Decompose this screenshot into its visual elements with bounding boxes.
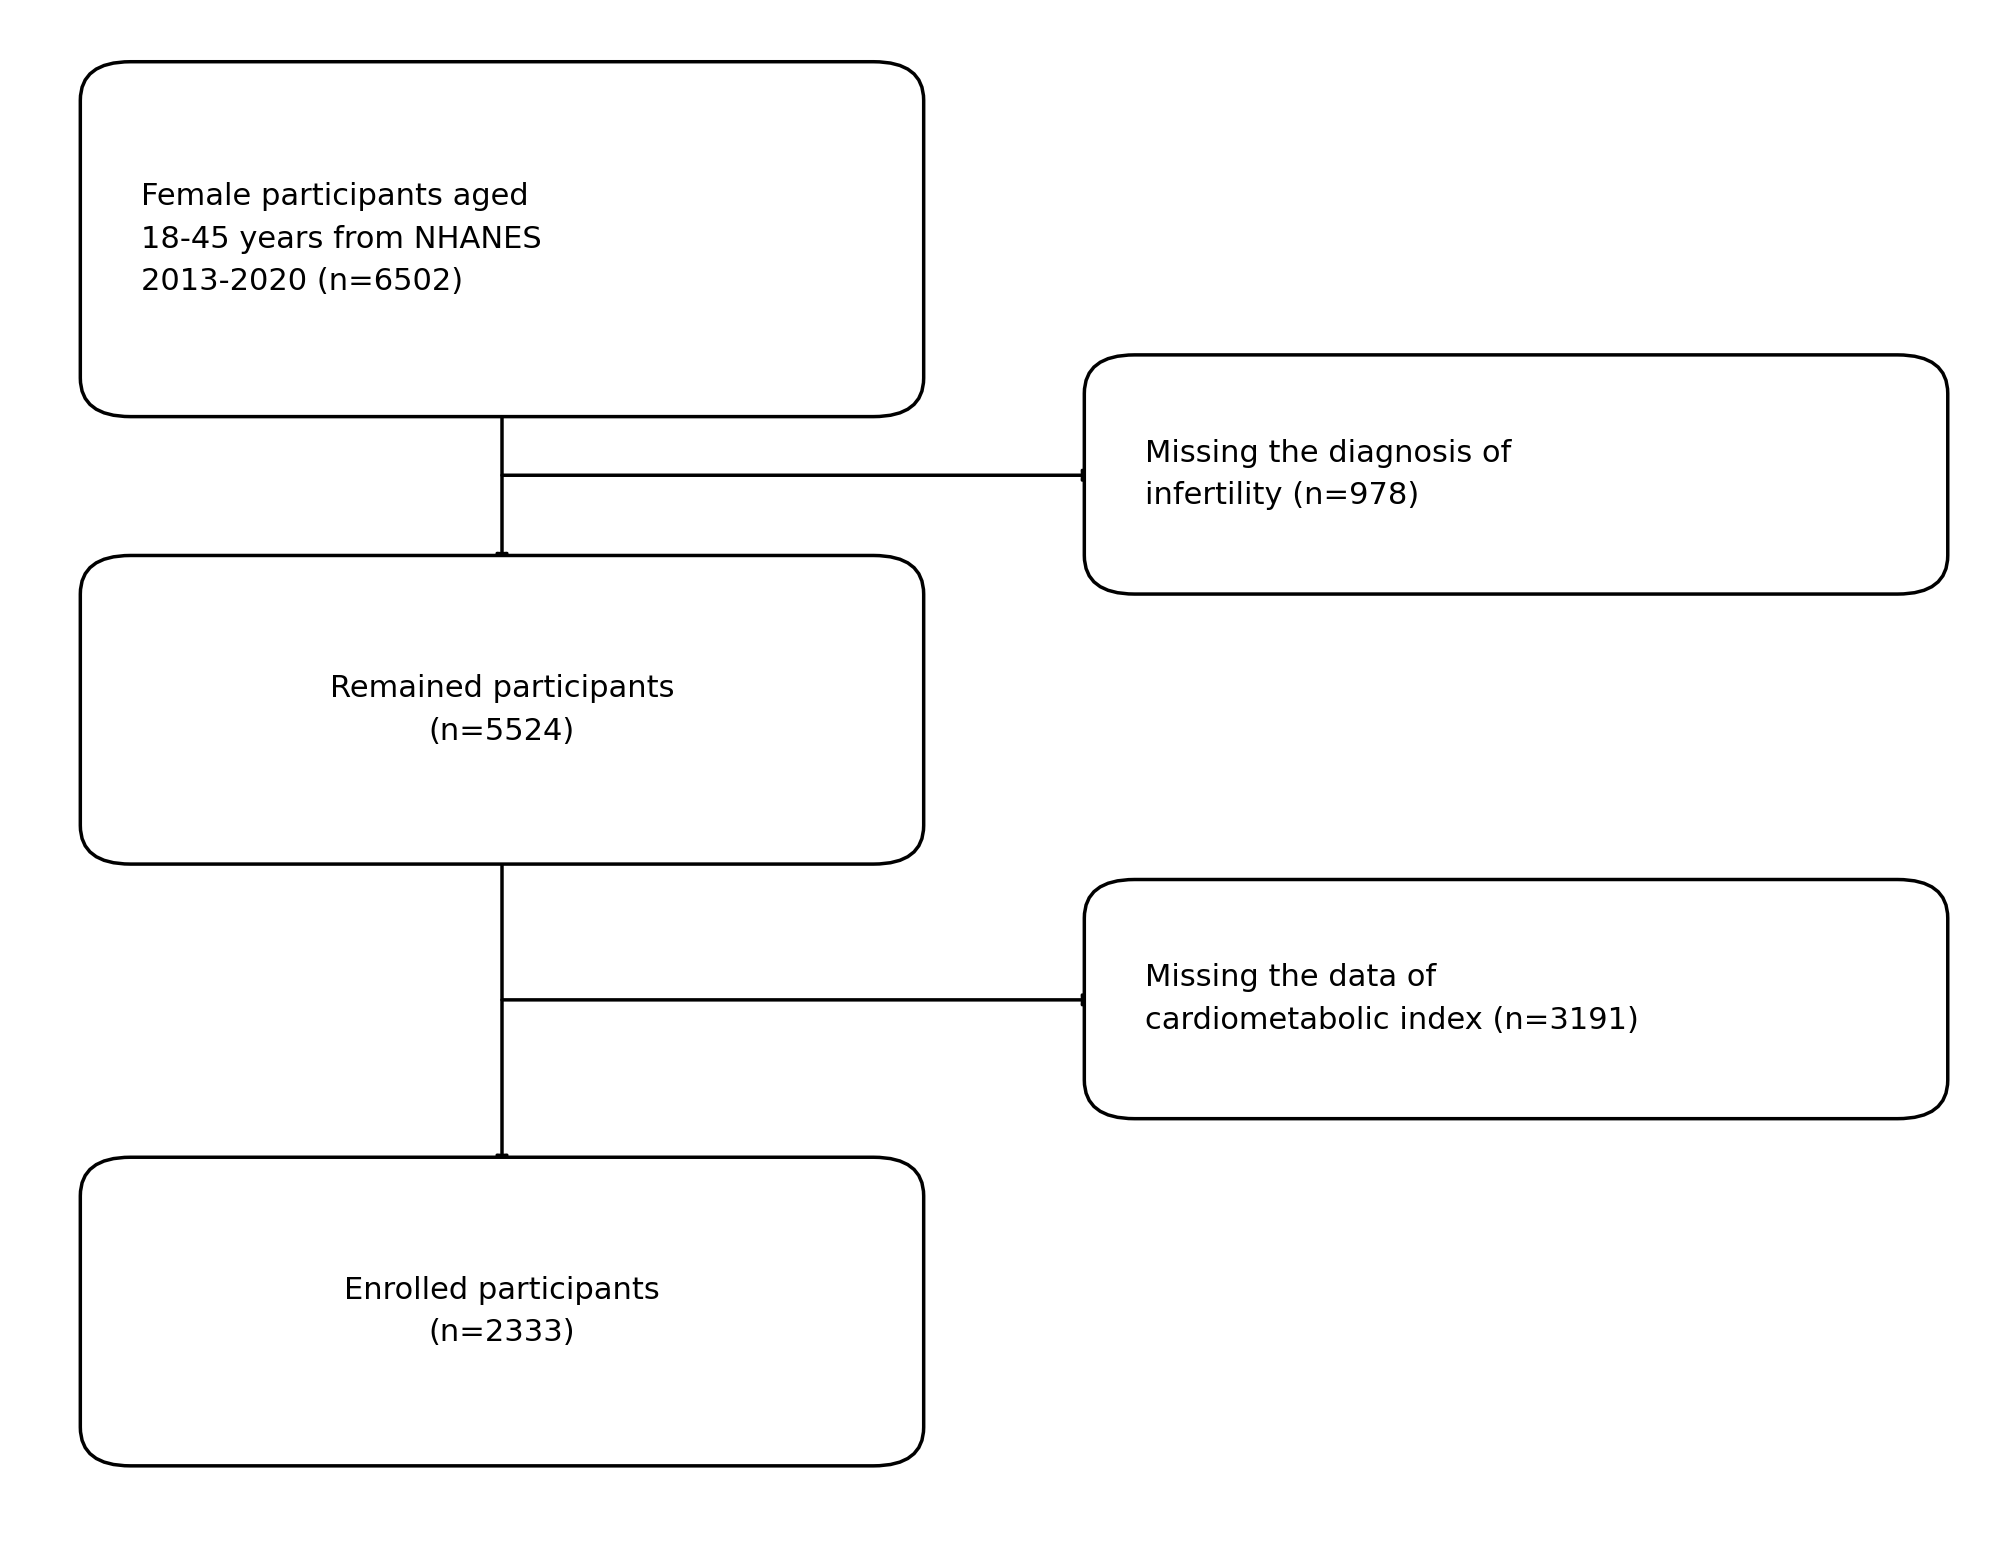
FancyBboxPatch shape bbox=[80, 555, 923, 864]
Text: Missing the diagnosis of
infertility (n=978): Missing the diagnosis of infertility (n=… bbox=[1144, 438, 1509, 511]
FancyBboxPatch shape bbox=[1084, 355, 1947, 594]
FancyBboxPatch shape bbox=[80, 62, 923, 417]
Text: Female participants aged
18-45 years from NHANES
2013-2020 (n=6502): Female participants aged 18-45 years fro… bbox=[140, 182, 542, 296]
Text: Remained participants
(n=5524): Remained participants (n=5524) bbox=[329, 674, 674, 745]
Text: Enrolled participants
(n=2333): Enrolled participants (n=2333) bbox=[343, 1276, 660, 1347]
FancyBboxPatch shape bbox=[80, 1157, 923, 1466]
Text: Missing the data of
cardiometabolic index (n=3191): Missing the data of cardiometabolic inde… bbox=[1144, 963, 1638, 1035]
FancyBboxPatch shape bbox=[1084, 880, 1947, 1119]
